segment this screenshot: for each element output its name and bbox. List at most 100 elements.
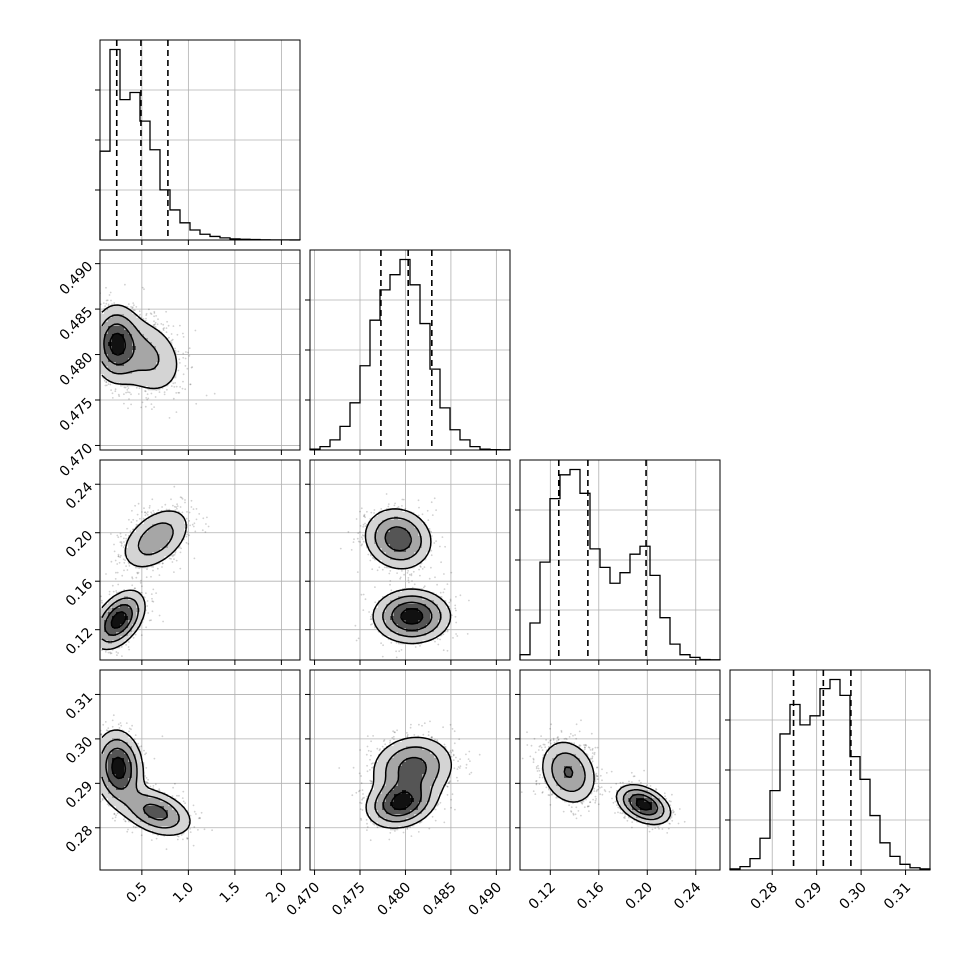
scatter-point xyxy=(128,727,131,730)
scatter-point xyxy=(97,633,99,635)
scatter-point xyxy=(188,511,191,514)
x-tick-label: 0.28 xyxy=(748,879,781,912)
scatter-point xyxy=(115,651,118,653)
density-cell xyxy=(112,310,117,315)
scatter-point xyxy=(168,417,171,419)
scatter-point xyxy=(91,769,93,771)
density-cell xyxy=(160,520,165,525)
density-cell xyxy=(156,552,161,557)
density-cell xyxy=(132,596,137,601)
scatter-point xyxy=(140,834,143,837)
scatter-point xyxy=(186,837,189,840)
pair-content-p4-vs-p1 xyxy=(91,714,214,851)
scatter-point xyxy=(153,406,156,408)
density-cell xyxy=(128,354,133,359)
density-cell xyxy=(160,524,165,529)
scatter-point xyxy=(95,618,97,620)
density-cell xyxy=(172,532,177,537)
density-cell xyxy=(112,612,117,617)
scatter-point xyxy=(101,799,104,801)
scatter-point xyxy=(163,393,166,396)
density-cell xyxy=(124,616,129,621)
scatter-point xyxy=(153,320,155,323)
scatter-point xyxy=(97,382,99,384)
scatter-point xyxy=(199,817,201,820)
scatter-point xyxy=(97,326,99,328)
density-cell xyxy=(140,604,145,609)
scatter-point xyxy=(105,286,107,289)
density-cell xyxy=(100,612,105,617)
density-cell xyxy=(124,354,129,359)
scatter-point xyxy=(145,626,148,629)
density-cell xyxy=(172,358,177,363)
density-cell xyxy=(120,612,125,617)
density-cell xyxy=(164,358,169,363)
scatter-point xyxy=(127,391,129,394)
scatter-point xyxy=(93,779,95,781)
density-cell xyxy=(124,318,129,323)
scatter-point xyxy=(104,651,107,653)
scatter-point xyxy=(150,839,153,841)
scatter-point xyxy=(192,804,195,807)
scatter-point xyxy=(104,384,107,387)
density-cell xyxy=(112,644,117,649)
scatter-point xyxy=(188,534,191,537)
density-cell xyxy=(136,318,141,323)
scatter-point xyxy=(97,617,99,619)
scatter-point xyxy=(97,340,99,342)
scatter-point xyxy=(124,559,126,562)
density-cell xyxy=(120,342,125,347)
density-cell xyxy=(164,338,169,343)
scatter-point xyxy=(184,365,187,367)
density-cell xyxy=(116,596,121,601)
scatter-point xyxy=(154,321,157,324)
density-cell xyxy=(136,616,141,621)
density-cell xyxy=(108,310,113,315)
scatter-point xyxy=(109,383,112,386)
scatter-point xyxy=(117,553,120,556)
scatter-point xyxy=(148,506,151,509)
pair-panel-p3-vs-p1: 0.120.160.200.24 xyxy=(63,459,301,665)
scatter-point xyxy=(144,390,147,393)
scatter-point xyxy=(117,536,120,539)
scatter-point xyxy=(162,329,165,331)
scatter-point xyxy=(105,381,108,383)
scatter-point xyxy=(176,505,179,507)
scatter-point xyxy=(117,652,119,654)
scatter-point xyxy=(96,617,98,619)
density-cell xyxy=(180,524,185,529)
scatter-point xyxy=(98,645,100,647)
density-cell xyxy=(128,608,133,613)
density-cell xyxy=(100,334,105,339)
scatter-point xyxy=(132,636,135,639)
density-cell xyxy=(148,334,153,339)
scatter-point xyxy=(191,366,194,368)
density-cell xyxy=(108,318,113,323)
density-cell xyxy=(116,306,121,311)
scatter-point xyxy=(95,339,97,341)
scatter-point xyxy=(174,382,177,384)
scatter-point xyxy=(168,336,170,339)
scatter-point xyxy=(124,283,126,286)
density-cell xyxy=(148,362,153,367)
density-cell xyxy=(140,330,145,335)
density-cell xyxy=(140,362,145,367)
density-cell xyxy=(156,548,161,553)
scatter-point xyxy=(146,568,148,571)
density-cell xyxy=(100,746,105,751)
scatter-point xyxy=(111,397,114,399)
scatter-point xyxy=(96,389,98,391)
density-cell xyxy=(120,624,125,629)
density-cell xyxy=(112,346,117,351)
scatter-point xyxy=(92,630,94,632)
scatter-point xyxy=(200,811,203,814)
scatter-point xyxy=(145,397,148,399)
density-cell xyxy=(132,318,137,323)
scatter-point xyxy=(140,634,143,637)
contour-line-p2-vs-p1 xyxy=(109,332,127,356)
density-cell xyxy=(160,362,165,367)
scatter-point xyxy=(115,571,117,574)
density-cell xyxy=(136,322,141,327)
density-cell xyxy=(132,604,137,609)
density-cell xyxy=(116,616,121,621)
